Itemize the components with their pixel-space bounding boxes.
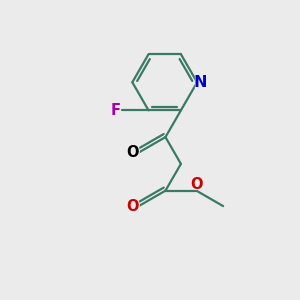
Text: F: F — [109, 101, 122, 120]
Text: N: N — [192, 73, 209, 92]
Text: O: O — [188, 175, 204, 194]
Text: N: N — [194, 75, 207, 90]
Text: O: O — [124, 196, 140, 216]
Text: O: O — [126, 145, 139, 160]
Text: O: O — [190, 177, 202, 192]
Text: F: F — [110, 103, 121, 118]
Text: O: O — [124, 143, 140, 162]
Text: O: O — [126, 199, 139, 214]
